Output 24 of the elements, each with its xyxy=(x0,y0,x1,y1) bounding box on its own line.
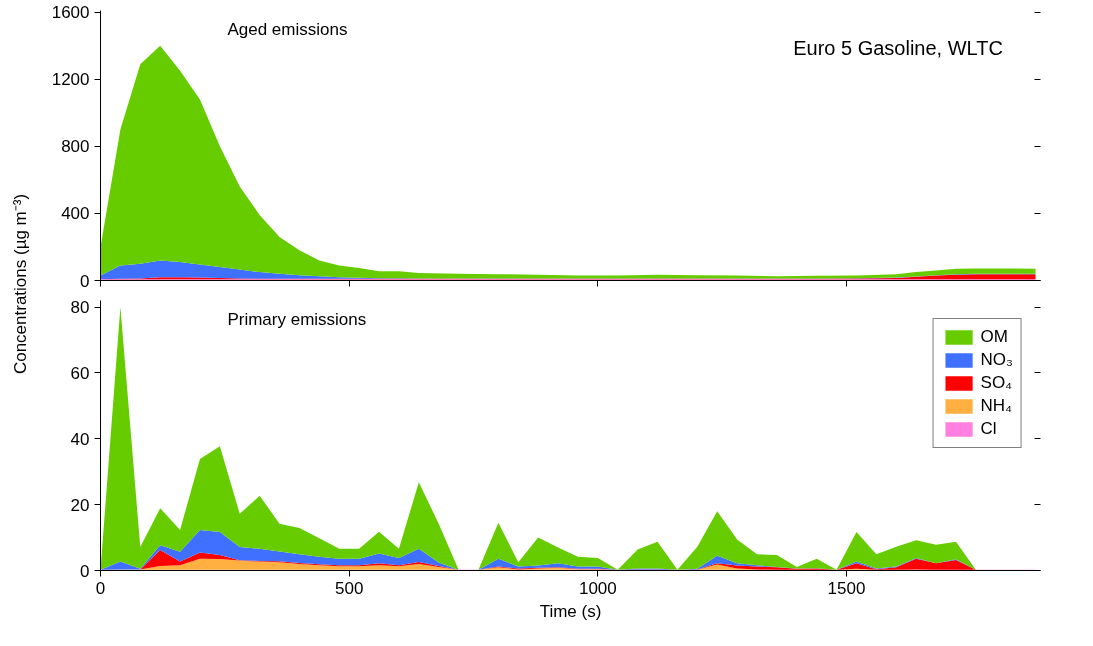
x-tick-label: 0 xyxy=(95,578,106,598)
y-tick-label: 0 xyxy=(80,561,90,581)
y-tick-label: 1600 xyxy=(51,3,90,23)
y-tick-label: 20 xyxy=(70,495,90,515)
y-tick-label: 0 xyxy=(80,271,90,291)
annotation: Aged emissions xyxy=(227,19,348,39)
y-tick-label: 60 xyxy=(70,363,90,383)
y-tick-label: 1200 xyxy=(51,70,90,90)
annotation: Euro 5 Gasoline, WLTC xyxy=(793,37,1003,60)
y-tick-label: 800 xyxy=(61,137,90,157)
legend-label: OM xyxy=(980,327,1008,347)
legend-label: SO₄ xyxy=(980,373,1013,393)
annotation: Primary emissions xyxy=(227,309,367,329)
y-tick-label: 80 xyxy=(70,298,90,318)
legend-label: Cl xyxy=(980,419,998,439)
x-axis-title: Time (s) xyxy=(539,601,602,621)
y-tick-label: 40 xyxy=(70,429,90,449)
y-tick-label: 400 xyxy=(61,204,90,224)
y-axis-title: Concentrations (µg m⁻³) xyxy=(11,193,30,375)
x-tick-label: 1000 xyxy=(578,578,617,598)
legend-label: NH₄ xyxy=(980,396,1013,416)
x-tick-label: 500 xyxy=(335,578,364,598)
x-tick-label: 1500 xyxy=(827,578,866,598)
legend-label: NO₃ xyxy=(980,350,1013,370)
